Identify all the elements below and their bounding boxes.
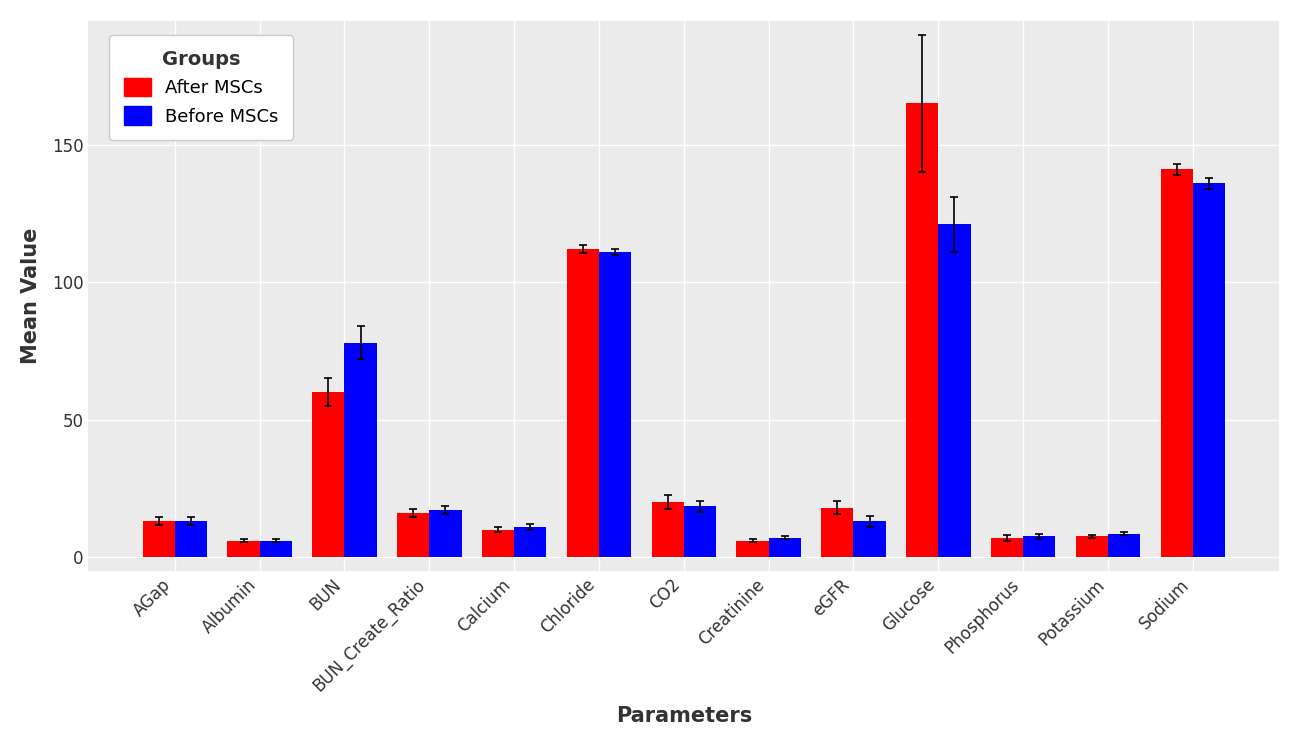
Bar — [939, 224, 971, 557]
Bar — [482, 530, 514, 557]
X-axis label: Parameters: Parameters — [616, 706, 751, 726]
Bar — [514, 527, 546, 557]
Bar — [1023, 536, 1056, 557]
Bar — [854, 521, 885, 557]
Bar — [651, 502, 684, 557]
Bar — [906, 103, 939, 557]
Bar — [1075, 536, 1108, 557]
Bar — [822, 507, 854, 557]
Legend: After MSCs, Before MSCs: After MSCs, Before MSCs — [109, 35, 294, 140]
Bar — [567, 249, 599, 557]
Bar — [344, 343, 377, 557]
Bar — [599, 252, 632, 557]
Bar — [1108, 533, 1140, 557]
Y-axis label: Mean Value: Mean Value — [21, 228, 40, 364]
Bar — [736, 541, 768, 557]
Bar — [227, 541, 260, 557]
Bar — [991, 538, 1023, 557]
Bar — [1193, 183, 1225, 557]
Bar — [260, 541, 292, 557]
Bar — [1161, 170, 1193, 557]
Bar — [429, 510, 461, 557]
Bar — [174, 521, 207, 557]
Bar — [396, 513, 429, 557]
Bar — [684, 506, 716, 557]
Bar — [768, 538, 801, 557]
Bar — [143, 521, 174, 557]
Bar — [312, 392, 344, 557]
